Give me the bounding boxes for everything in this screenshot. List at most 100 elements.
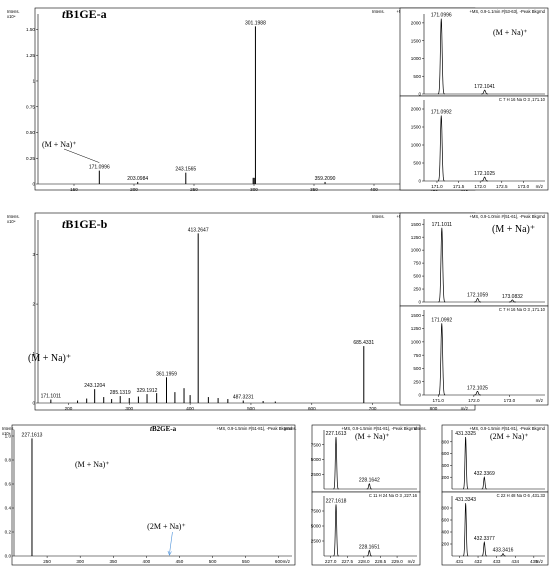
y-tick-label: 500 <box>413 161 421 166</box>
y-tick-label: 0 <box>32 182 35 187</box>
x-tick-label: 228.5 <box>375 559 387 564</box>
peak-label: 203.0984 <box>127 176 148 182</box>
peak-trace <box>437 115 445 182</box>
plot-frame <box>441 491 549 566</box>
x-tick-label: 700 <box>369 406 377 411</box>
x-tick-label: 300 <box>125 406 133 411</box>
y-tick-label: 1500 <box>411 125 422 130</box>
spectrum-header: +MS, 0.9-1.5min #(51-81), -Peak Bkgrnd <box>216 426 292 431</box>
peak-label: 243.1204 <box>84 383 105 389</box>
plot-frame <box>311 491 421 566</box>
peak-label: 171.0992 <box>431 317 452 323</box>
peak-label: 432.3377 <box>474 536 495 542</box>
x-tick-label: 500 <box>247 406 255 411</box>
x-tick-label: 400 <box>370 187 378 192</box>
peak-label: 172.1059 <box>467 292 488 298</box>
y-tick-label: 2500 <box>311 472 322 477</box>
plot-frame <box>399 305 549 406</box>
spectrum-header: +MS, 0.9-1.0min #(51-61), -Peak Bkgrnd <box>469 214 545 219</box>
spectrum-header: C 7 H 16 Na O 3 ,171.10 <box>499 307 546 312</box>
x-tick-label: 600 <box>308 406 316 411</box>
x-tick-label: 435 <box>530 559 538 564</box>
y-tick-label: 0.0 <box>5 554 12 559</box>
y-axis-label: Intens. <box>284 426 297 431</box>
peak-label: 359.2090 <box>315 176 336 182</box>
y-tick-label: 750 <box>413 261 421 266</box>
plot-frame <box>441 424 549 493</box>
x-tick-label: 227.0 <box>325 559 337 564</box>
y-tick-label: 1500 <box>411 222 422 227</box>
x-tick-label: 400 <box>186 406 194 411</box>
x-tick-label: 300 <box>76 559 84 564</box>
peak-trace <box>481 176 488 182</box>
y-tick-label: 7500 <box>311 442 322 447</box>
panel-title: tB2GE-a <box>150 425 177 433</box>
x-tick-label: 171.5 <box>453 184 465 189</box>
ion-annotation: (2M + Na)⁺ <box>490 432 529 441</box>
annotation-arrow-head <box>167 550 172 556</box>
plot-frame <box>11 424 296 566</box>
y-tick-label: 1000 <box>411 143 422 148</box>
y-tick-label: 2500 <box>311 539 322 544</box>
y-tick-label: 750 <box>413 353 421 358</box>
x-tick-label: 432 <box>474 559 482 564</box>
annotation-arrow <box>169 531 173 555</box>
peak-trace <box>474 297 481 303</box>
x-tick-label: 200 <box>130 187 138 192</box>
peak-trace <box>462 437 469 490</box>
peak-label: 171.1011 <box>432 222 453 228</box>
y-tick-label: 5000 <box>311 457 322 462</box>
peak-label: 285.1319 <box>110 390 131 396</box>
y-tick-label: 600 <box>441 451 449 456</box>
peak-label: 329.1912 <box>137 388 158 394</box>
peak-label: 172.1025 <box>467 385 488 391</box>
y-tick-label: 2 <box>32 302 35 307</box>
peak-label: 171.1011 <box>41 394 62 400</box>
peak-trace <box>481 540 487 557</box>
x-tick-label: 300 <box>250 187 258 192</box>
chart-c_ins2_top: +MS, 0.9-1.5min #(51-81), -Peak Bkgrnd In… <box>414 424 549 493</box>
y-axis-label: Intens. <box>372 214 385 219</box>
y-tick-label: 2000 <box>411 107 422 112</box>
y-tick-label: 0 <box>32 401 35 406</box>
x-tick-label: 200 <box>65 406 73 411</box>
y-tick-label: 1500 <box>411 313 422 318</box>
x-axis-label: m/z <box>536 184 544 189</box>
y-tick-label: 0 <box>418 179 421 184</box>
y-tick-label: 0.2 <box>5 530 12 535</box>
peak-label: 227.1613 <box>22 432 43 438</box>
ion-annotation-2: (2M + Na)⁺ <box>147 522 186 531</box>
peak-trace <box>500 553 506 557</box>
y-tick-label: 1.25 <box>26 53 35 58</box>
peak-trace <box>438 227 446 303</box>
peak-trace <box>481 89 489 95</box>
spectrum-header: C 7 H 16 Na O 3 ,171.10 <box>499 97 546 102</box>
peak-trace <box>437 18 445 95</box>
plot-frame <box>399 95 549 191</box>
peak-label: 413.2647 <box>188 227 209 233</box>
y-tick-label: 1000 <box>411 248 422 253</box>
peak-label: 171.0992 <box>431 109 452 115</box>
y-tick-label: 0.4 <box>5 506 12 511</box>
peak-label: 433.3416 <box>493 548 514 554</box>
y-tick-label: 1250 <box>411 326 422 331</box>
x-axis-label: m/z <box>536 398 544 403</box>
y-tick-label: 1 <box>32 79 35 84</box>
annotation-connector <box>63 148 100 163</box>
peak-label: 431.3343 <box>455 497 476 503</box>
x-tick-label: 171.0 <box>431 184 443 189</box>
y-tick-label: 0 <box>418 300 421 305</box>
y-tick-label: 1250 <box>411 235 422 240</box>
y-tick-label: 3 <box>32 252 35 257</box>
peak-label: 228.1651 <box>359 544 380 550</box>
ion-annotation: (M + Na)⁺ <box>493 28 528 37</box>
x-tick-label: 350 <box>109 559 117 564</box>
peak-label: 228.1642 <box>359 478 380 484</box>
y-tick-label: 500 <box>413 274 421 279</box>
peak-label: 173.0832 <box>502 294 523 300</box>
y-axis-exponent: x10⁴ <box>7 14 16 19</box>
x-tick-label: 228.0 <box>358 559 370 564</box>
y-axis-label: Intens. <box>7 214 20 219</box>
peak-label: 172.1025 <box>474 171 495 177</box>
